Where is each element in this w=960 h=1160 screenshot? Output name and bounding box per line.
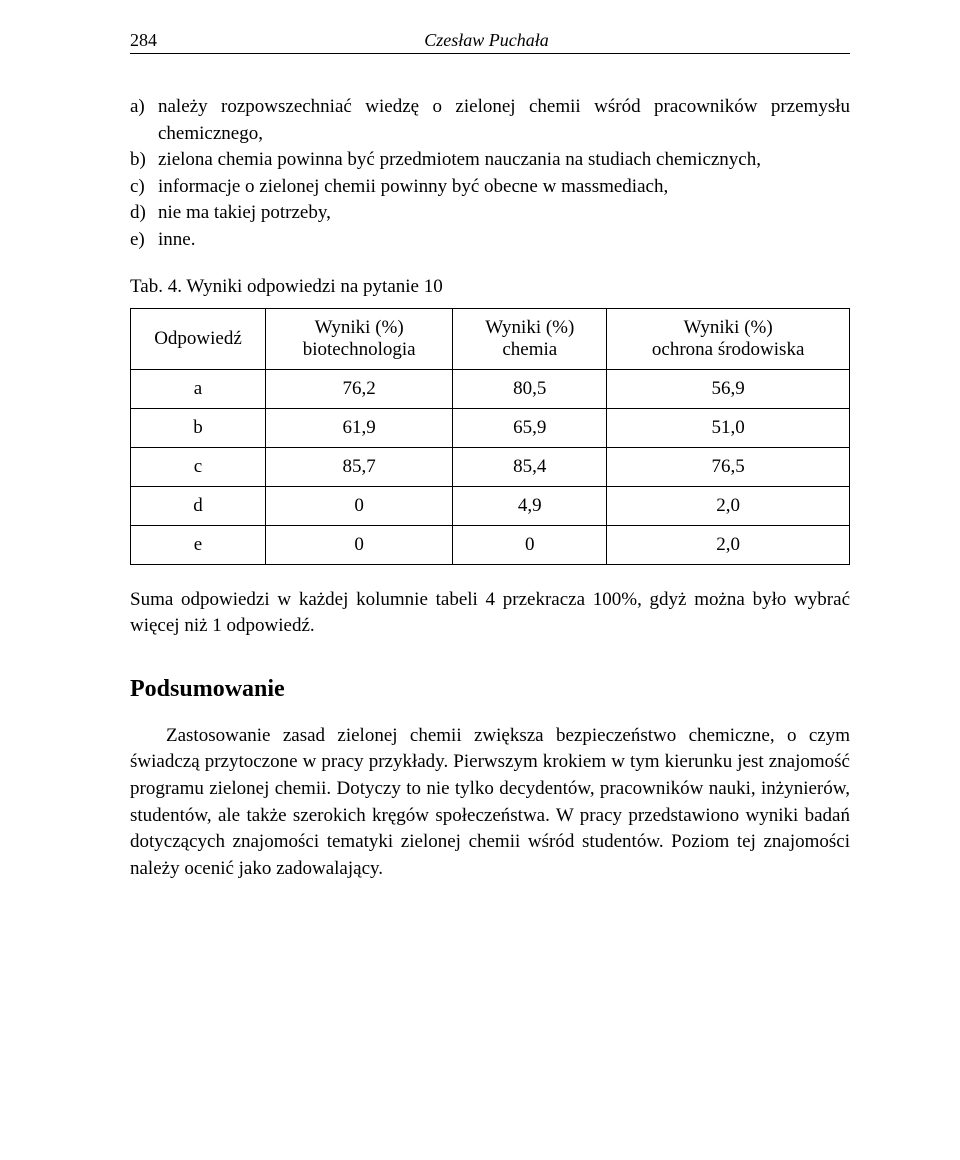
option-item: b) zielona chemia powinna być przedmiote… <box>130 147 850 174</box>
table-cell: 2,0 <box>607 486 850 525</box>
table-cell: d <box>131 486 266 525</box>
table-cell: a <box>131 369 266 408</box>
summary-heading: Podsumowanie <box>130 676 850 703</box>
option-item: d) nie ma takiej potrzeby, <box>130 200 850 227</box>
table-header-row: Odpowiedź Wyniki (%)biotechnologia Wynik… <box>131 308 850 369</box>
table-row: a 76,2 80,5 56,9 <box>131 369 850 408</box>
option-letter: d) <box>130 200 158 227</box>
table-cell: 61,9 <box>266 408 453 447</box>
option-list: a) należy rozpowszechniać wiedzę o zielo… <box>130 94 850 254</box>
table-cell: 4,9 <box>453 486 607 525</box>
table-caption: Tab. 4. Wyniki odpowiedzi na pytanie 10 <box>130 276 850 298</box>
page-header: 284 Czesław Puchała <box>130 30 850 54</box>
table-header-cell: Wyniki (%)chemia <box>453 308 607 369</box>
table-cell: 76,2 <box>266 369 453 408</box>
table-cell: 0 <box>266 486 453 525</box>
option-text: informacje o zielonej chemii powinny być… <box>158 174 850 201</box>
results-table: Odpowiedź Wyniki (%)biotechnologia Wynik… <box>130 308 850 565</box>
option-text: należy rozpowszechniać wiedzę o zielonej… <box>158 94 850 147</box>
table-cell: 0 <box>266 525 453 564</box>
page-number: 284 <box>130 30 157 51</box>
option-letter: b) <box>130 147 158 174</box>
table-cell: 85,4 <box>453 447 607 486</box>
table-cell: 85,7 <box>266 447 453 486</box>
table-header-cell: Wyniki (%)biotechnologia <box>266 308 453 369</box>
table-cell: c <box>131 447 266 486</box>
table-cell: 51,0 <box>607 408 850 447</box>
table-header-cell: Odpowiedź <box>131 308 266 369</box>
option-item: c) informacje o zielonej chemii powinny … <box>130 174 850 201</box>
table-row: e 0 0 2,0 <box>131 525 850 564</box>
summary-paragraph: Zastosowanie zasad zielonej chemii zwięk… <box>130 723 850 883</box>
table-note: Suma odpowiedzi w każdej kolumnie tabeli… <box>130 587 850 640</box>
table-row: c 85,7 85,4 76,5 <box>131 447 850 486</box>
table-cell: 56,9 <box>607 369 850 408</box>
author-name: Czesław Puchała <box>157 30 816 51</box>
option-text: nie ma takiej potrzeby, <box>158 200 850 227</box>
page: 284 Czesław Puchała a) należy rozpowszec… <box>0 0 960 1160</box>
option-text: zielona chemia powinna być przedmiotem n… <box>158 147 850 174</box>
table-cell: 0 <box>453 525 607 564</box>
table-cell: 65,9 <box>453 408 607 447</box>
option-letter: a) <box>130 94 158 147</box>
table-cell: e <box>131 525 266 564</box>
option-item: e) inne. <box>130 227 850 254</box>
option-letter: c) <box>130 174 158 201</box>
table-cell: 80,5 <box>453 369 607 408</box>
table-row: d 0 4,9 2,0 <box>131 486 850 525</box>
table-cell: b <box>131 408 266 447</box>
option-letter: e) <box>130 227 158 254</box>
table-cell: 76,5 <box>607 447 850 486</box>
table-row: b 61,9 65,9 51,0 <box>131 408 850 447</box>
option-text: inne. <box>158 227 850 254</box>
option-item: a) należy rozpowszechniać wiedzę o zielo… <box>130 94 850 147</box>
table-cell: 2,0 <box>607 525 850 564</box>
table-header-cell: Wyniki (%)ochrona środowiska <box>607 308 850 369</box>
